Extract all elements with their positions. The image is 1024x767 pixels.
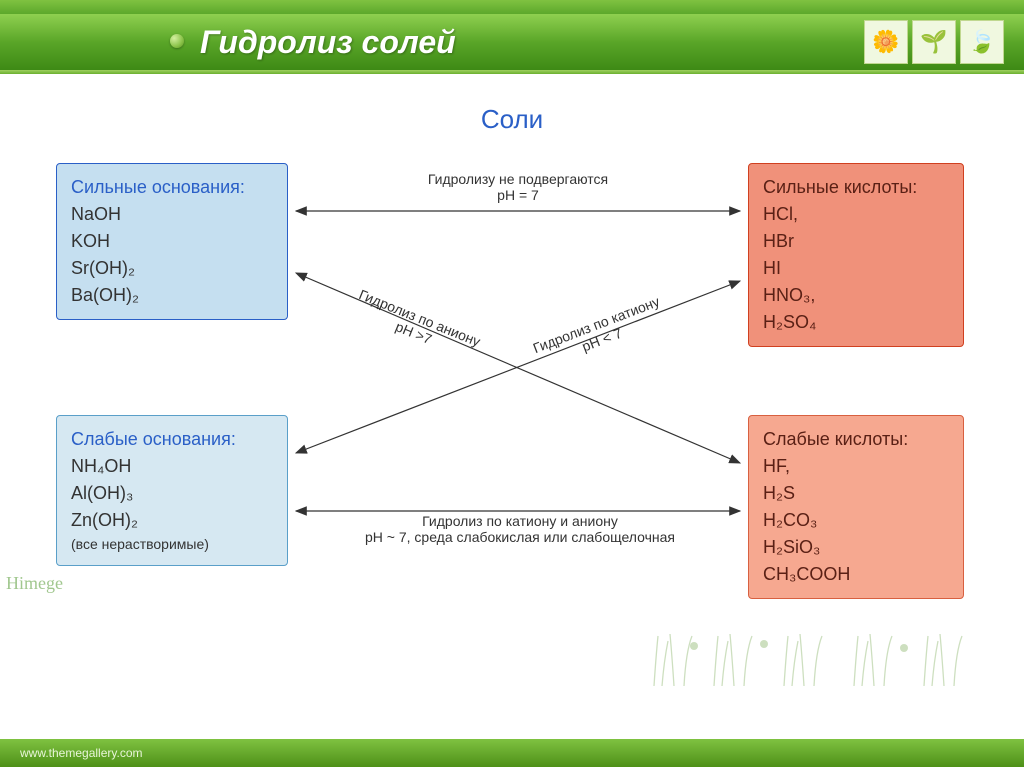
arrow-label-line: Гидролиз по катиону [500, 281, 692, 368]
arrow-label-line: Гидролиз по катиону и аниону [340, 513, 700, 529]
box-line: CH₃COOH [763, 561, 949, 588]
header-thumbnails: 🌼 🌱 🍃 [864, 20, 1004, 64]
thumb-flower-icon: 🌼 [864, 20, 908, 64]
content-area: Соли Сильные основания: NaOH KOH Sr(OH)₂… [0, 74, 1024, 714]
box-title: Сильные основания: [71, 174, 273, 201]
box-weak-acid: Слабые кислоты: HF, H₂S H₂CO₃ H₂SiO₃ CH₃… [748, 415, 964, 599]
box-title: Слабые основания: [71, 426, 273, 453]
arrow-label-bottom: Гидролиз по катиону и аниону pH ~ 7, сре… [340, 513, 700, 545]
box-line: NH₄OH [71, 453, 273, 480]
top-accent-bar [0, 0, 1024, 14]
box-line: HF, [763, 453, 949, 480]
box-title: Сильные кислоты: [763, 174, 949, 201]
footer-bar: www.themegallery.com [0, 739, 1024, 767]
arrow-label-top: Гидролизу не подвергаются pH = 7 [398, 171, 638, 203]
box-line: Zn(OH)₂ [71, 507, 273, 534]
box-line: HBr [763, 228, 949, 255]
page-title: Гидролиз солей [200, 24, 456, 61]
box-line: H₂CO₃ [763, 507, 949, 534]
box-weak-base: Слабые основания: NH₄OH Al(OH)₃ Zn(OH)₂ … [56, 415, 288, 566]
box-strong-acid: Сильные кислоты: HCl, HBr HI HNO₃, H₂SO₄ [748, 163, 964, 347]
box-line: HI [763, 255, 949, 282]
arrow-label-line: pH ~ 7, среда слабокислая или слабощелоч… [340, 529, 700, 545]
box-line: HCl, [763, 201, 949, 228]
thumb-leaf-icon: 🍃 [960, 20, 1004, 64]
box-line: NaOH [71, 201, 273, 228]
arrow-label-line: Гидролиз по аниону [324, 273, 515, 363]
box-note: (все нерастворимые) [71, 534, 273, 555]
box-line: H₂SO₄ [763, 309, 949, 336]
arrow-label-anion: Гидролиз по аниону pH >7 [318, 273, 515, 378]
salts-heading: Соли [0, 104, 1024, 135]
grass-decoration-icon [644, 626, 1004, 686]
box-line: KOH [71, 228, 273, 255]
box-line: H₂S [763, 480, 949, 507]
arrow-label-cation: Гидролиз по катиону pH < 7 [500, 281, 698, 383]
arrow-label-line: pH >7 [318, 288, 509, 378]
box-line: Al(OH)₃ [71, 480, 273, 507]
box-line: Ba(OH)₂ [71, 282, 273, 309]
arrow-label-line: pH = 7 [398, 187, 638, 203]
box-title: Слабые кислоты: [763, 426, 949, 453]
watermark-text: Himege [6, 573, 63, 594]
box-strong-base: Сильные основания: NaOH KOH Sr(OH)₂ Ba(O… [56, 163, 288, 320]
box-line: HNO₃, [763, 282, 949, 309]
box-line: Sr(OH)₂ [71, 255, 273, 282]
hydrolysis-diagram: Сильные основания: NaOH KOH Sr(OH)₂ Ba(O… [0, 153, 1024, 613]
thumb-sprout-icon: 🌱 [912, 20, 956, 64]
header-bar: Гидролиз солей 🌼 🌱 🍃 [0, 14, 1024, 70]
box-line: H₂SiO₃ [763, 534, 949, 561]
bullet-icon [170, 34, 184, 48]
arrow-label-line: Гидролизу не подвергаются [398, 171, 638, 187]
footer-text: www.themegallery.com [20, 746, 142, 760]
